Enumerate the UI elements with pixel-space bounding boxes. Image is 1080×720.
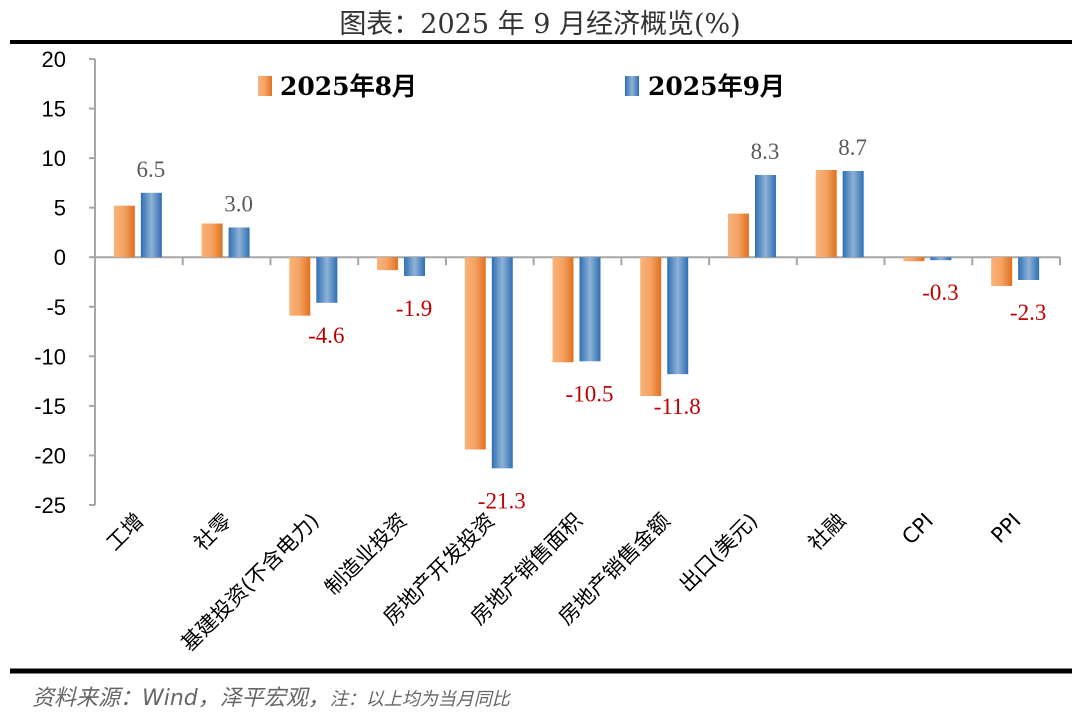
bar-sep (754, 174, 776, 258)
legend-swatch-sep (625, 76, 639, 96)
bar-sep (667, 257, 689, 375)
bar-sep (579, 257, 601, 362)
data-label: -11.8 (654, 394, 701, 419)
bar-aug (991, 257, 1013, 286)
data-label: -4.6 (308, 323, 344, 348)
data-label: -1.9 (396, 296, 432, 321)
bar-aug (552, 257, 574, 363)
bar-sep (842, 170, 864, 258)
data-label: 3.0 (224, 191, 253, 216)
y-tick-label: -25 (34, 493, 66, 518)
chart-title: 图表：2025 年 9 月经济概览(%) (339, 9, 741, 40)
x-tick-label: PPI (986, 509, 1025, 548)
x-tick-label: 社零 (189, 509, 236, 556)
bar-aug (815, 170, 837, 258)
x-tick-label: 制造业投资 (320, 509, 411, 600)
bar-aug (464, 257, 486, 450)
bar-aug (727, 213, 749, 258)
legend-label: 2025年8月 (280, 72, 417, 101)
bar-sep (1018, 257, 1040, 281)
x-tick-label: 工增 (102, 509, 149, 556)
y-tick-label: 0 (54, 245, 66, 270)
x-tick-label: CPI (897, 509, 938, 550)
data-label: 6.5 (136, 157, 165, 182)
data-label: 8.7 (838, 135, 867, 160)
bar-aug (377, 257, 399, 271)
x-tick-label: 出口(美元) (675, 509, 763, 597)
y-tick-label: -5 (46, 295, 66, 320)
y-tick-label: 20 (42, 47, 66, 72)
bar-aug (640, 257, 662, 396)
x-tick-label: 社融 (804, 509, 851, 556)
data-label: -0.3 (922, 280, 958, 305)
data-label: -21.3 (478, 488, 526, 513)
bar-aug (903, 257, 925, 262)
bar-sep (140, 192, 162, 258)
legend-swatch-aug (258, 76, 272, 96)
footer: 资料来源：Wind，泽平宏观，注：以上均为当月同比 (32, 680, 510, 712)
note-text: 注：以上均为当月同比 (329, 689, 510, 710)
data-label: -2.3 (1010, 300, 1046, 325)
y-tick-label: -10 (34, 344, 66, 369)
bar-sep (491, 257, 513, 469)
y-tick-label: 5 (54, 196, 66, 221)
bar-sep (228, 227, 250, 258)
bar-aug (289, 257, 311, 316)
bar-sep (316, 257, 338, 303)
bar-aug (201, 223, 223, 258)
bar-aug (113, 205, 135, 258)
bar-sep (930, 257, 952, 261)
data-label: 8.3 (751, 139, 780, 164)
y-tick-label: -20 (34, 443, 66, 468)
legend-label: 2025年9月 (648, 72, 785, 101)
source-text: 资料来源：Wind，泽平宏观， (32, 686, 330, 711)
data-label: -10.5 (566, 381, 614, 406)
bar-sep (404, 257, 426, 277)
y-tick-label: 10 (42, 146, 66, 171)
y-tick-label: -15 (34, 394, 66, 419)
y-tick-label: 15 (42, 97, 66, 122)
